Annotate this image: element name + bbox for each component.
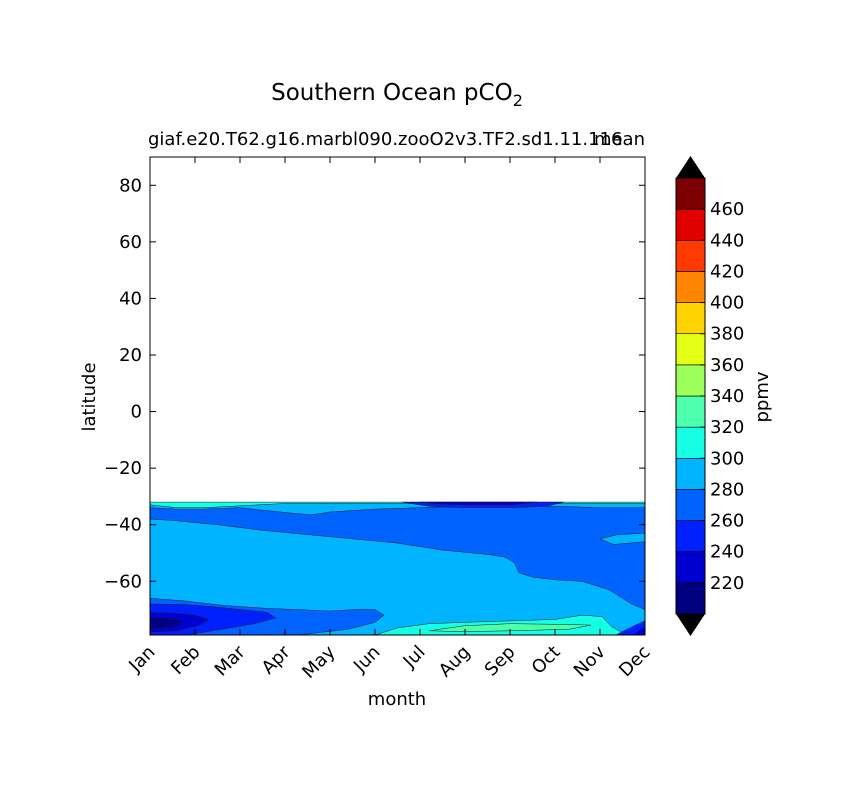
colorbar-swatch	[675, 395, 706, 428]
colorbar-swatch	[675, 364, 706, 397]
colorbar-swatch	[675, 302, 706, 335]
y-tick-label: 20	[119, 345, 142, 366]
y-tick-label: −20	[104, 458, 142, 479]
colorbar-swatch	[675, 239, 706, 272]
x-tick-label: Aug	[435, 642, 475, 682]
colorbar-tick-label: 460	[710, 199, 744, 220]
contour-region-220	[419, 501, 538, 506]
colorbar-swatch	[675, 520, 706, 553]
colorbar-tick-label: 260	[710, 511, 744, 532]
colorbar: 220 240 260 280 300 320 340 360 380 400 420 440 460	[675, 156, 744, 636]
colorbar-tick-label: 300	[710, 448, 744, 469]
colorbar-swatch	[675, 551, 706, 584]
x-tick-label: Jan	[124, 642, 159, 677]
x-tick-label: Feb	[167, 642, 204, 679]
colorbar-tick-label: 360	[710, 355, 744, 376]
colorbar-swatch	[675, 582, 706, 615]
colorbar-extend-high	[676, 156, 705, 178]
x-tick-label: Nov	[570, 641, 610, 681]
colorbar-label: ppmv	[752, 371, 773, 422]
y-axis-label: latitude	[79, 362, 100, 431]
colorbar-extend-low	[676, 614, 705, 636]
colorbar-swatch	[675, 177, 706, 210]
colorbar-swatch	[675, 457, 706, 490]
contour-region-260	[150, 506, 645, 610]
colorbar-swatch	[675, 426, 706, 459]
plot-area: Jan Feb Mar Apr May Jun Jul Aug Sep Oct Nov Dec 80 6…	[104, 156, 655, 683]
colorbar-swatch	[675, 489, 706, 521]
colorbar-tick-label: 400	[710, 293, 744, 314]
colorbar-tick-label: 420	[710, 261, 744, 282]
x-tick-label: Apr	[258, 641, 295, 678]
x-tick-label: Sep	[481, 642, 520, 681]
colorbar-tick-label: 320	[710, 417, 744, 438]
y-tick-label: 60	[119, 232, 142, 253]
colorbar-swatch	[675, 271, 706, 303]
colorbar-tick-label: 440	[710, 230, 744, 251]
x-tick-label: Oct	[528, 642, 565, 679]
contour-layer	[150, 501, 645, 635]
x-tick-label: May	[298, 641, 339, 682]
y-tick-label: 40	[119, 288, 142, 309]
y-tick-label: 0	[131, 402, 142, 423]
contour-region-200	[150, 617, 183, 630]
subtitle-left: giaf.e20.T62.g16.marbl090.zooO2v3.TF2.sd…	[148, 129, 622, 150]
y-tick-label: 80	[119, 175, 142, 196]
chart-title: Southern Ocean pCO2	[271, 80, 523, 110]
plot-frame	[149, 156, 646, 636]
colorbar-tick-label: 340	[710, 386, 744, 407]
colorbar-swatch	[675, 208, 706, 241]
x-tick-label: Dec	[615, 642, 654, 681]
x-axis-label: month	[368, 689, 426, 710]
colorbar-tick-label: 280	[710, 479, 744, 500]
colorbar-swatch	[675, 333, 706, 366]
subtitle-right: mean	[594, 129, 645, 150]
x-tick-label: Mar	[211, 641, 250, 680]
colorbar-tick-label: 220	[710, 573, 744, 594]
x-tick-label: Jul	[399, 642, 430, 673]
y-ticks: 80 60 40 20 0 −20 −40 −60	[104, 175, 645, 592]
colorbar-tick-label: 380	[710, 324, 744, 345]
colorbar-tick-label: 240	[710, 542, 744, 563]
contour-region-220	[633, 627, 645, 635]
contour-region-320	[428, 623, 592, 632]
x-tick-label: Jun	[349, 642, 384, 677]
y-tick-label: −60	[104, 571, 142, 592]
y-tick-label: −40	[104, 515, 142, 536]
